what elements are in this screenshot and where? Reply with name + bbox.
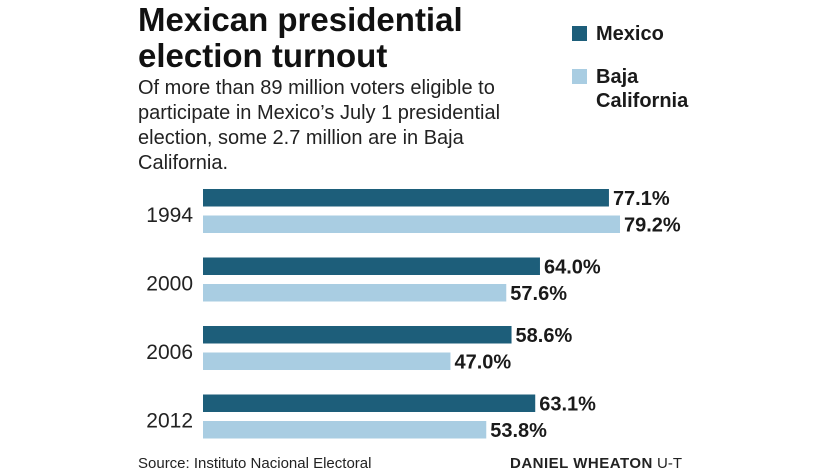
chart-subtitle: Of more than 89 million voters eligible … [138,77,501,174]
credit-line: DANIEL WHEATON U-T [510,455,682,473]
chart-title: Mexican presidential election turnout [138,2,463,74]
y-tick-label-2000: 2000 [146,273,193,296]
bar-baja-california-1994 [203,215,620,233]
data-label-baja-california-2012: 53.8% [490,420,547,442]
bar-baja-california-2012 [203,421,487,439]
legend-swatch-mexico [572,26,587,41]
bar-mexico-2000 [203,257,540,275]
data-label-baja-california-2006: 47.0% [454,351,511,373]
credit-author: DANIEL WHEATON [510,455,653,472]
data-label-mexico-2000: 64.0% [544,256,601,278]
bar-mexico-2012 [203,394,536,412]
bar-mexico-2006 [203,326,512,344]
bar-baja-california-2000 [203,284,507,302]
y-tick-label-2006: 2006 [146,341,193,364]
chart-title-line-1: Mexican presidential [138,1,463,38]
data-label-mexico-2012: 63.1% [539,393,596,415]
bar-mexico-1994 [203,189,609,207]
data-label-mexico-1994: 77.1% [613,188,670,210]
data-label-baja-california-2000: 57.6% [510,283,567,305]
legend-label-baja-california: Baja California [596,66,689,112]
y-tick-label-2012: 2012 [146,410,193,433]
source-note: Source: Instituto Nacional Electoral [138,455,372,472]
bar-baja-california-2006 [203,352,451,370]
data-label-mexico-2006: 58.6% [516,325,573,347]
y-tick-label-1994: 1994 [146,204,193,227]
legend-swatch-baja-california [572,69,587,84]
credit-org: U-T [657,455,683,472]
legend-label-mexico: Mexico [596,23,664,45]
data-label-baja-california-1994: 79.2% [624,214,681,236]
chart-title-line-2: election turnout [138,37,388,74]
